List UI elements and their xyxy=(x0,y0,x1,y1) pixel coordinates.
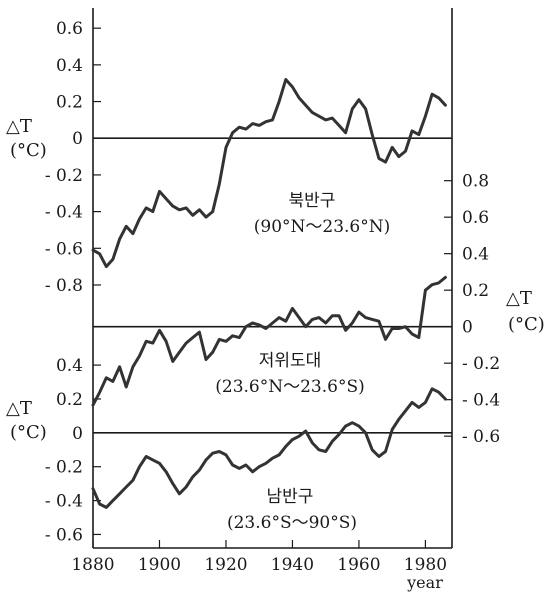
panel-2-series-line xyxy=(91,387,447,509)
northern-hemisphere-range: (90°N～23.6°N) xyxy=(254,217,391,237)
southern-hemisphere-label: 남반구 xyxy=(267,487,314,507)
labels-layer: △T (°C) △T (°C) △T (°C) 북반구 (90°N～23.6°N… xyxy=(6,116,545,592)
northern-hemisphere-label: 북반구 xyxy=(289,191,336,211)
panel-1-y-tick-label-7: - 0.6 xyxy=(462,427,500,447)
panel-0-series-line xyxy=(91,78,447,269)
upper-left-y-axis-unit: (°C) xyxy=(10,140,47,161)
x-tick-label-1900: 1900 xyxy=(138,555,181,575)
panel-0-y-tick-label-3: 0 xyxy=(72,129,83,149)
panel-0-y-tick-label-1: 0.4 xyxy=(56,56,83,76)
x-tick-label-1880: 1880 xyxy=(71,555,114,575)
series-layer xyxy=(91,78,447,509)
panel-2-y-tick-label-1: 0.2 xyxy=(56,390,83,410)
low-latitude-range: (23.6°N～23.6°S) xyxy=(215,377,365,397)
panel-0-y-tick-label-5: - 0.4 xyxy=(45,203,83,223)
panel-2-y-tick-label-0: 0.4 xyxy=(56,356,83,376)
panel-2-y-tick-label-5: - 0.6 xyxy=(45,525,83,545)
southern-hemisphere-range: (23.6°S～90°S) xyxy=(227,513,357,533)
right-y-axis-unit: (°C) xyxy=(508,314,545,335)
panel-1-series-line xyxy=(91,275,447,407)
panel-0-y-tick-label-7: - 0.8 xyxy=(45,276,83,296)
panel-1-y-tick-label-2: 0.4 xyxy=(462,245,489,265)
low-latitude-label: 저위도대 xyxy=(259,351,322,371)
panel-1-y-tick-label-6: - 0.4 xyxy=(462,391,500,411)
panel-0-y-tick-label-6: - 0.6 xyxy=(45,239,83,259)
panel-1-y-tick-label-5: - 0.2 xyxy=(462,354,500,374)
panel-1-y-tick-label-0: 0.8 xyxy=(462,172,489,192)
x-axis-title: year xyxy=(406,573,443,592)
panel-2-y-tick-label-4: - 0.4 xyxy=(45,492,83,512)
panel-2-y-tick-label-2: 0 xyxy=(72,424,83,444)
panel-0-y-tick-label-4: - 0.2 xyxy=(45,166,83,186)
panel-0-y-tick-label-0: 0.6 xyxy=(56,19,83,39)
panel-1-y-tick-label-4: 0 xyxy=(462,318,473,338)
panel-2-y-tick-label-3: - 0.2 xyxy=(45,458,83,478)
panel-0-y-tick-label-2: 0.2 xyxy=(56,93,83,113)
right-y-axis-label: △T xyxy=(506,288,532,309)
axes-layer: 1880 1900 1920 1940 1960 1980 0.6 0.4 0.2 0 - 0.2 -… xyxy=(45,8,500,575)
lower-left-y-axis-unit: (°C) xyxy=(10,422,47,443)
x-tick-label-1920: 1920 xyxy=(204,555,247,575)
x-tick-label-1980: 1980 xyxy=(404,555,447,575)
lower-left-y-axis-label: △T xyxy=(6,398,32,419)
x-tick-label-1960: 1960 xyxy=(337,555,380,575)
panel-1-y-tick-label-3: 0.2 xyxy=(462,281,489,301)
panel-1-y-tick-label-1: 0.6 xyxy=(462,208,489,228)
upper-left-y-axis-label: △T xyxy=(6,116,32,137)
x-tick-label-1940: 1940 xyxy=(271,555,314,575)
